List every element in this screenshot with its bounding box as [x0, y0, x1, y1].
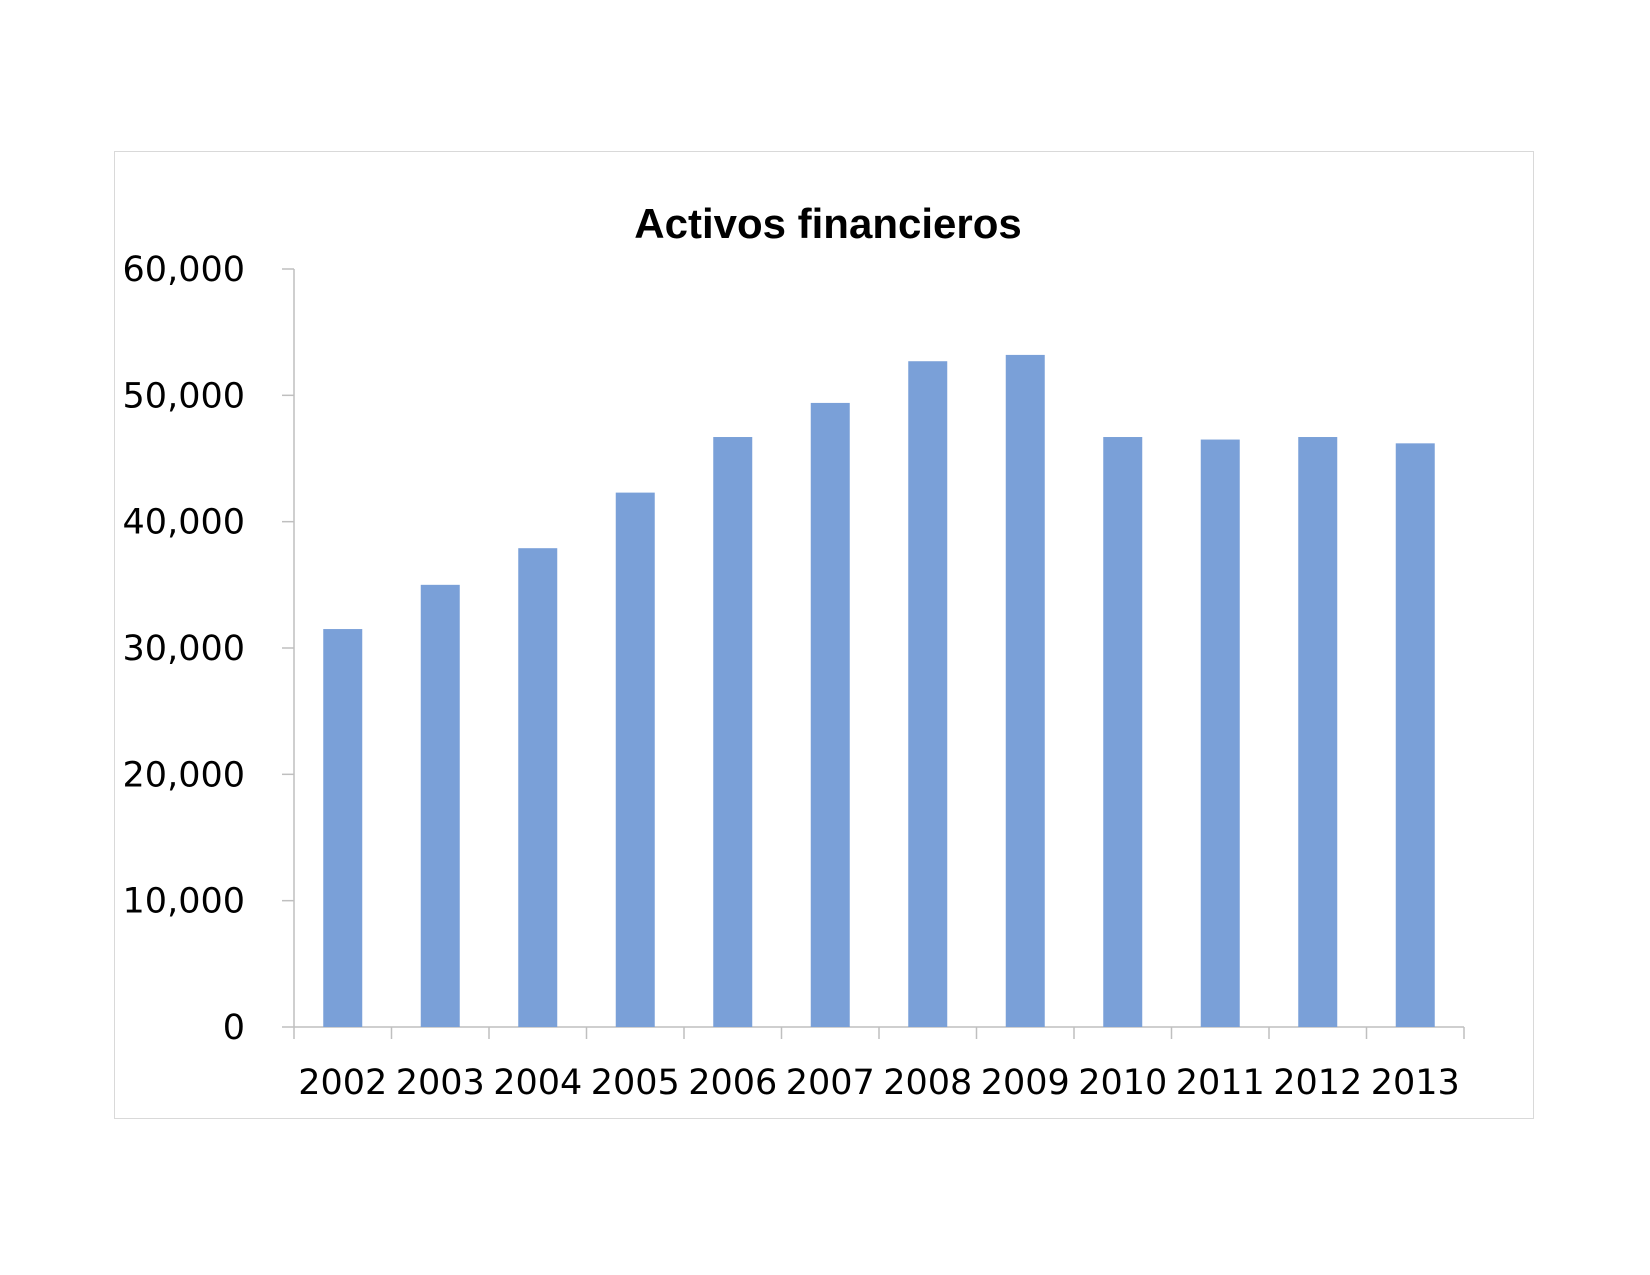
chart-title: Activos financieros — [634, 200, 1021, 247]
bar-2002 — [323, 629, 363, 1027]
x-tick-label: 2004 — [493, 1063, 582, 1103]
bar-2012 — [1298, 437, 1338, 1028]
x-tick-label: 2007 — [786, 1063, 875, 1103]
bar-2003 — [420, 584, 460, 1027]
y-tick-label: 10,000 — [123, 882, 245, 922]
bar-2005 — [615, 492, 655, 1027]
y-axis: 0 10,000 20,000 30,000 40,000 50,000 60,000 — [123, 250, 295, 1048]
y-tick-label: 0 — [223, 1008, 245, 1048]
bar-2004 — [518, 548, 558, 1027]
y-tick-label: 50,000 — [123, 376, 245, 416]
bars — [323, 354, 1435, 1028]
y-tick-label: 20,000 — [123, 755, 245, 795]
bar-2013 — [1395, 443, 1435, 1028]
x-tick-label: 2006 — [688, 1063, 777, 1103]
bar-2011 — [1200, 439, 1240, 1027]
x-tick-label: 2013 — [1371, 1063, 1460, 1103]
x-tick-label: 2010 — [1078, 1063, 1167, 1103]
x-tick-label: 2011 — [1176, 1063, 1265, 1103]
x-tick-label: 2003 — [396, 1063, 485, 1103]
x-axis: 2002 2003 2004 2005 2006 2007 2008 2009 2010 2011… — [293, 1026, 1465, 1103]
x-tick-label: 2008 — [883, 1063, 972, 1103]
x-tick-label: 2002 — [298, 1063, 387, 1103]
x-tick-label: 2012 — [1273, 1063, 1362, 1103]
bar-2010 — [1103, 437, 1143, 1028]
y-tick-label: 30,000 — [123, 629, 245, 669]
bar-2008 — [908, 361, 948, 1027]
x-tick-label: 2005 — [591, 1063, 680, 1103]
y-tick-label: 40,000 — [123, 503, 245, 543]
x-tick-label: 2009 — [981, 1063, 1070, 1103]
bar-2006 — [713, 437, 753, 1028]
bar-2009 — [1005, 354, 1045, 1027]
bar-2007 — [810, 402, 850, 1027]
y-tick-label: 60,000 — [123, 250, 245, 290]
